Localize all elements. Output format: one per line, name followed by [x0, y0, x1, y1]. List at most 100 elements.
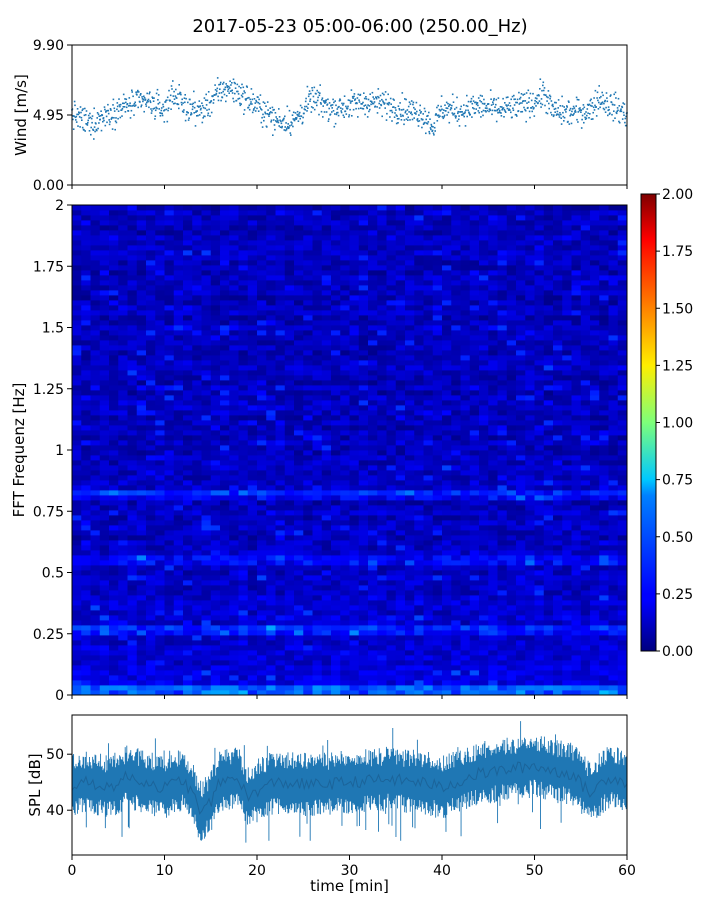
heatmap-cell [497, 660, 508, 666]
heatmap-cell [201, 515, 212, 521]
heatmap-cell [303, 645, 313, 651]
wind-point [487, 103, 490, 105]
heatmap-cell [155, 600, 165, 606]
heatmap-cell [423, 680, 434, 686]
wind-point [80, 116, 83, 119]
wind-point [230, 84, 232, 86]
heatmap-cell [571, 480, 582, 486]
heatmap-cell [284, 580, 295, 586]
heatmap-cell [146, 595, 156, 601]
heatmap-cell [534, 405, 545, 411]
wind-point [576, 118, 578, 121]
wind-point [558, 114, 560, 116]
wind-point [196, 110, 198, 112]
heatmap-cell [284, 460, 295, 466]
heatmap-cell [617, 625, 628, 631]
heatmap-cell [183, 435, 193, 441]
heatmap-cell [294, 395, 304, 401]
wind-point [196, 105, 199, 107]
heatmap-cell [377, 600, 387, 606]
wind-point [296, 113, 298, 116]
wind-point [280, 120, 282, 123]
heatmap-cell [127, 630, 138, 636]
heatmap-cell [617, 470, 628, 476]
wind-point [307, 95, 310, 98]
wind-point [318, 113, 320, 116]
heatmap-cell [284, 510, 295, 516]
heatmap-cell [210, 665, 221, 671]
heatmap-cell [284, 685, 295, 691]
heatmap-cell [72, 575, 82, 581]
heatmap-cell [368, 550, 378, 556]
wind-point [319, 102, 322, 104]
wind-point [505, 96, 508, 99]
heatmap-cell [349, 605, 360, 611]
heatmap-cell [543, 575, 554, 581]
heatmap-cell [469, 590, 480, 596]
heatmap-cell [525, 500, 535, 506]
heatmap-cell [155, 495, 165, 501]
heatmap-cell [497, 585, 508, 591]
heatmap-cell [127, 665, 138, 671]
heatmap-cell [229, 475, 239, 481]
wind-point [394, 107, 397, 109]
heatmap-cell [340, 390, 350, 396]
wind-point [583, 106, 586, 109]
heatmap-cell [469, 480, 480, 486]
heatmap-cell [275, 570, 286, 576]
heatmap-cell [608, 595, 619, 601]
heatmap-cell [284, 520, 295, 526]
heatmap-cell [553, 520, 563, 526]
heatmap-cell [395, 660, 406, 666]
wind-point [375, 96, 377, 99]
wind-point [92, 129, 95, 131]
wind-point [543, 87, 546, 89]
heatmap-cell [497, 495, 508, 501]
heatmap-cell [201, 555, 212, 561]
heatmap-cell [516, 620, 526, 626]
wind-point [251, 98, 254, 101]
wind-point [81, 109, 84, 112]
heatmap-cell [321, 395, 332, 401]
heatmap-cell [571, 605, 582, 611]
heatmap-cell [201, 660, 212, 666]
wind-point [310, 92, 312, 95]
heatmap-cell [377, 575, 387, 581]
heatmap-cell [590, 500, 600, 506]
heatmap-cell [81, 660, 91, 666]
heatmap-cell [395, 610, 406, 616]
heatmap-cell [617, 560, 628, 566]
heatmap-cell [247, 650, 258, 656]
heatmap-cell [506, 635, 517, 641]
heatmap-cell [164, 470, 175, 476]
heatmap-cell [340, 690, 350, 696]
wind-point [178, 84, 180, 86]
heatmap-cell [312, 615, 323, 621]
heatmap-cell [247, 525, 258, 531]
heatmap-cell [534, 600, 545, 606]
wind-point [126, 103, 129, 105]
heatmap-cell [497, 540, 508, 546]
wind-point [423, 122, 425, 124]
heatmap-cell [423, 475, 434, 481]
wind-point [545, 111, 547, 114]
heatmap-cell [220, 585, 230, 591]
wind-point [462, 112, 465, 115]
heatmap-cell [247, 495, 258, 501]
heatmap-cell [164, 450, 175, 456]
heatmap-cell [488, 670, 498, 676]
heatmap-cell [497, 405, 508, 411]
wind-point [172, 102, 175, 105]
wind-point [381, 98, 383, 101]
heatmap-cell [331, 440, 341, 446]
heatmap-cell [127, 400, 138, 406]
heatmap-cell [479, 655, 489, 661]
heatmap-cell [331, 510, 341, 516]
heatmap-cell [534, 465, 545, 471]
heatmap-cell [312, 505, 323, 511]
heatmap-cell [321, 515, 332, 521]
heatmap-cell [608, 630, 619, 636]
heatmap-cell [571, 580, 582, 586]
wind-point [471, 102, 474, 105]
heatmap-cell [72, 465, 82, 471]
